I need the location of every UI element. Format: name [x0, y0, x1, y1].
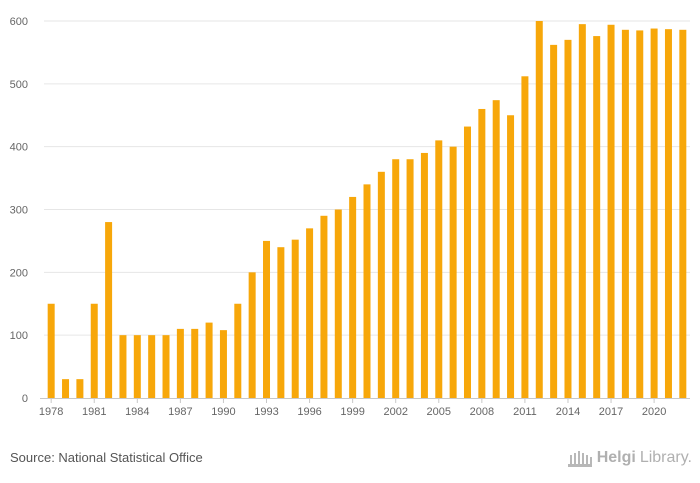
logo-text-bold: Helgi: [596, 449, 636, 466]
x-tick-label: 1984: [125, 406, 149, 418]
bar-1996: [306, 228, 314, 398]
library-building-icon: [567, 451, 592, 467]
bar-2021: [664, 29, 672, 398]
x-tick-label: 2002: [383, 406, 407, 418]
bar-1997: [320, 215, 328, 398]
bar-1991: [234, 303, 242, 398]
x-tick-label: 1981: [82, 406, 106, 418]
x-tick-label: 2008: [470, 406, 494, 418]
bar-1983: [119, 335, 127, 398]
x-tick-label: 2017: [599, 406, 623, 418]
bar-1994: [277, 247, 285, 398]
bar-2003: [406, 159, 414, 398]
y-tick-label: 0: [22, 393, 28, 405]
x-tick-label: 2005: [427, 406, 451, 418]
bar-1984: [133, 335, 141, 398]
bar-1985: [148, 335, 156, 398]
helgi-library-logo: Helgi Library.: [567, 448, 692, 468]
bar-1989: [205, 322, 213, 398]
bar-2010: [507, 115, 515, 398]
y-tick-label: 400: [10, 142, 28, 154]
bar-2016: [593, 36, 601, 398]
y-tick-label: 100: [10, 330, 28, 342]
bar-2005: [435, 140, 443, 398]
bar-1990: [219, 330, 227, 398]
bar-1980: [76, 379, 84, 398]
bar-2008: [478, 108, 486, 398]
x-tick-label: 1999: [340, 406, 364, 418]
bar-1995: [291, 239, 299, 398]
bar-1979: [62, 379, 70, 398]
x-tick-label: 2011: [513, 406, 537, 418]
bar-2004: [420, 152, 428, 398]
y-tick-label: 500: [10, 79, 28, 91]
bar-2009: [492, 100, 500, 399]
bar-2018: [621, 29, 629, 399]
x-tick-label: 1996: [297, 406, 321, 418]
bar-2006: [449, 146, 457, 398]
bar-2000: [363, 184, 371, 398]
bar-1998: [334, 209, 342, 398]
x-tick-label: 2014: [556, 406, 580, 418]
bar-2015: [578, 24, 586, 399]
bar-1999: [349, 196, 357, 398]
x-tick-label: 1993: [254, 406, 278, 418]
bar-2020: [650, 28, 658, 398]
bar-chart: 0 100 200 300 400 500 600 1978 1981 1984 1987 1990 1…: [10, 16, 690, 418]
x-tick-label: 1978: [39, 406, 63, 418]
bar-1992: [248, 272, 256, 398]
y-tick-label: 300: [10, 205, 28, 217]
y-tick-label: 600: [10, 16, 28, 28]
logo-text-light: Library.: [639, 449, 692, 466]
y-tick-label: 200: [10, 267, 28, 279]
bar-2013: [550, 44, 558, 398]
bar-2007: [463, 126, 471, 398]
bar-1993: [263, 240, 271, 398]
x-tick-label: 2020: [642, 406, 666, 418]
bar-1988: [191, 328, 199, 398]
bar-1981: [90, 303, 98, 398]
bar-1982: [105, 222, 113, 398]
bar-2014: [564, 39, 572, 398]
bar-1986: [162, 335, 170, 398]
bar-2017: [607, 24, 615, 399]
bar-2011: [521, 76, 529, 398]
bar-2022: [679, 29, 687, 399]
bar-2001: [377, 171, 385, 398]
bar-2012: [535, 21, 543, 398]
x-tick-label: 1987: [168, 406, 192, 418]
x-tick-label: 1990: [211, 406, 235, 418]
bar-1978: [47, 303, 55, 398]
bar-2019: [636, 30, 644, 399]
bar-2002: [392, 159, 400, 398]
source-note: Source: National Statistical Office: [10, 450, 203, 465]
bar-1987: [176, 328, 184, 398]
